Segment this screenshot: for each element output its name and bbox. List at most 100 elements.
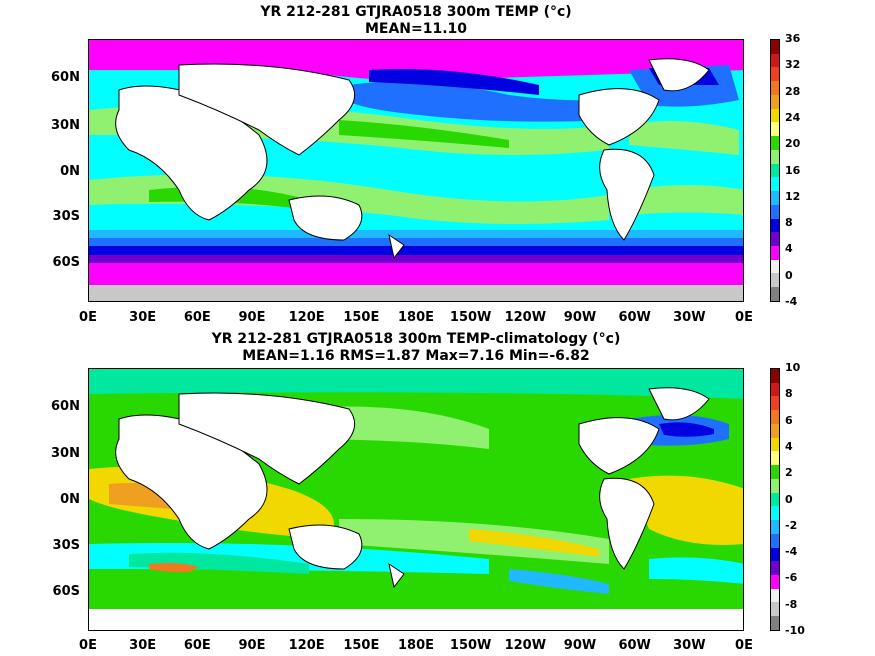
bottom-title-line1: YR 212-281 GTJRA0518 300m TEMP-climatolo…	[211, 331, 621, 347]
top-lat-label: 0N	[60, 164, 80, 179]
top-colorbar	[770, 39, 780, 302]
bottom-colorbar-cell	[771, 382, 779, 397]
top-lon-label: 150E	[343, 310, 380, 325]
top-colorbar-cell	[771, 53, 779, 68]
top-colorbar-cell	[771, 149, 779, 164]
top-colorbar-label: 28	[785, 84, 801, 98]
top-lon-label: 30W	[673, 310, 706, 325]
bottom-lon-label: 0E	[79, 638, 97, 653]
bottom-colorbar-label: -4	[785, 545, 798, 559]
bottom-colorbar-cell	[771, 478, 779, 493]
bottom-colorbar-label: 6	[785, 413, 793, 427]
top-colorbar-label: 16	[785, 163, 801, 177]
bottom-lon-label: 60E	[183, 638, 211, 653]
bottom-lat-label: 60N	[51, 399, 80, 414]
bottom-lon-label: 120W	[504, 638, 547, 653]
top-map-panel	[88, 39, 744, 302]
top-lon-label: 90E	[238, 310, 266, 325]
bottom-colorbar-cell	[771, 437, 779, 452]
bottom-colorbar-label: -2	[785, 518, 798, 532]
bottom-colorbar-cell	[771, 396, 779, 411]
top-lat-label: 60S	[52, 255, 80, 270]
bottom-colorbar-cell	[771, 369, 779, 383]
top-title-line1: YR 212-281 GTJRA0518 300m TEMP (°c)	[260, 4, 572, 20]
bottom-lon-label: 180E	[397, 638, 435, 653]
bottom-lon-label: 90W	[563, 638, 597, 653]
bottom-lon-label: 90E	[238, 638, 266, 653]
bottom-colorbar-label: 8	[785, 387, 793, 401]
bottom-colorbar-cell	[771, 602, 779, 617]
top-colorbar-label: 32	[785, 58, 801, 72]
top-colorbar-cell	[771, 177, 779, 192]
bottom-lon-label: 150W	[449, 638, 492, 653]
top-lon-label: 0E	[79, 310, 97, 325]
top-lon-label: 30E	[129, 310, 157, 325]
bottom-lon-label: 30E	[129, 638, 157, 653]
bottom-title-line2: MEAN=1.16 RMS=1.87 Max=7.16 Min=-6.82	[242, 348, 590, 364]
top-colorbar-cell	[771, 218, 779, 233]
top-colorbar-cell	[771, 273, 779, 288]
top-colorbar-label: 8	[785, 216, 793, 230]
top-colorbar-cell	[771, 191, 779, 205]
top-lon-label: 0E	[735, 310, 753, 325]
top-colorbar-cell	[771, 81, 779, 95]
bottom-colorbar-cell	[771, 465, 779, 479]
top-colorbar-cell	[771, 136, 779, 150]
bottom-colorbar-cell	[771, 506, 779, 521]
top-colorbar-label: 12	[785, 189, 801, 203]
top-colorbar-cell	[771, 232, 779, 247]
top-colorbar-cell	[771, 259, 779, 274]
bottom-lat-label: 0N	[60, 492, 80, 507]
top-lon-label: 120W	[504, 310, 547, 325]
top-colorbar-cell	[771, 94, 779, 109]
bottom-colorbar-label: 2	[785, 466, 793, 480]
bottom-colorbar	[770, 368, 780, 631]
top-colorbar-cell	[771, 246, 779, 260]
top-colorbar-cell	[771, 108, 779, 123]
bottom-colorbar-label: -10	[785, 624, 805, 637]
bottom-colorbar-cell	[771, 492, 779, 507]
top-map-field	[89, 40, 743, 301]
bottom-colorbar-cell	[771, 423, 779, 438]
top-colorbar-label: 24	[785, 110, 801, 124]
bottom-colorbar-cell	[771, 561, 779, 576]
top-colorbar-cell	[771, 204, 779, 219]
bottom-colorbar-cell	[771, 533, 779, 548]
top-colorbar-cell	[771, 67, 779, 82]
top-lon-label: 60W	[618, 310, 651, 325]
bottom-lon-label: 60W	[618, 638, 651, 653]
bottom-lon-label: 0E	[735, 638, 753, 653]
bottom-colorbar-cell	[771, 575, 779, 589]
bottom-lon-label: 30W	[673, 638, 706, 653]
top-lat-label: 30N	[51, 118, 80, 133]
top-colorbar-cell	[771, 122, 779, 137]
top-lon-label: 120E	[288, 310, 325, 325]
top-lon-label: 150W	[449, 310, 492, 325]
bottom-colorbar-cell	[771, 410, 779, 424]
top-lon-label: 60E	[183, 310, 211, 325]
top-lon-label: 90W	[563, 310, 597, 325]
bottom-colorbar-label: -6	[785, 571, 798, 585]
top-lat-label: 60N	[51, 70, 80, 85]
top-colorbar-label: 36	[785, 32, 801, 45]
bottom-colorbar-cell	[771, 588, 779, 603]
bottom-lat-label: 30S	[52, 538, 80, 553]
bottom-colorbar-cell	[771, 520, 779, 534]
bottom-colorbar-cell	[771, 451, 779, 466]
bottom-lat-label: 60S	[52, 584, 80, 599]
top-colorbar-cell	[771, 287, 779, 301]
bottom-lon-label: 120E	[288, 638, 325, 653]
bottom-lat-label: 30N	[51, 446, 80, 461]
top-colorbar-cell	[771, 163, 779, 178]
bottom-colorbar-cell	[771, 616, 779, 630]
bottom-lon-label: 150E	[343, 638, 380, 653]
bottom-colorbar-label: 10	[785, 361, 801, 374]
bottom-colorbar-label: 0	[785, 492, 793, 506]
bottom-map-panel	[88, 368, 744, 631]
top-colorbar-label: 4	[785, 242, 793, 256]
top-colorbar-cell	[771, 40, 779, 54]
top-colorbar-label: 0	[785, 268, 793, 282]
top-title-line2: MEAN=11.10	[364, 21, 468, 37]
top-lat-label: 30S	[52, 209, 80, 224]
top-colorbar-label: -4	[785, 295, 798, 308]
